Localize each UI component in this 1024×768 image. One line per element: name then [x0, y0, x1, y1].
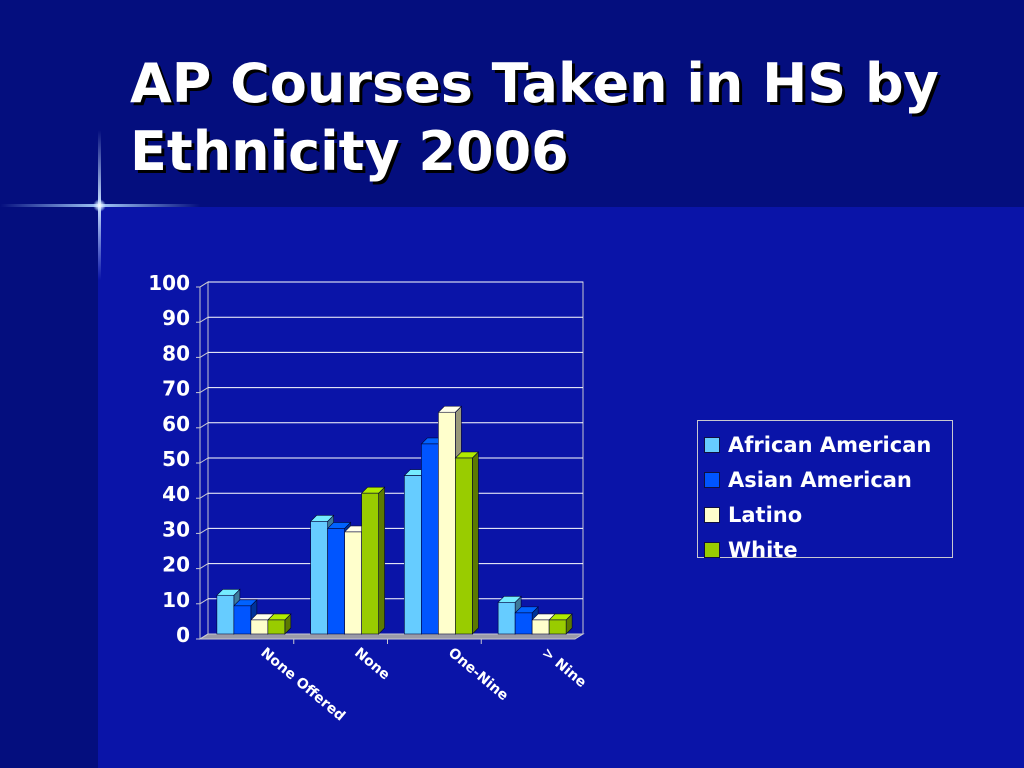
- side-wall-gridline: [199, 492, 209, 499]
- bar-side: [472, 451, 479, 635]
- y-tick-label: 40: [162, 482, 190, 506]
- legend-swatch: [704, 541, 720, 558]
- bar: [548, 619, 567, 635]
- chart-legend: African American Asian American Latino W…: [697, 420, 953, 562]
- legend-swatch: [704, 471, 720, 488]
- legend-item-african-american: African American: [704, 427, 952, 462]
- y-tick-label: 100: [148, 271, 190, 295]
- side-wall-gridline: [199, 351, 209, 358]
- side-wall-gridline: [199, 598, 209, 605]
- legend-item-asian-american: Asian American: [704, 462, 952, 497]
- y-tick-label: 10: [162, 588, 190, 612]
- title-band: [0, 0, 1024, 207]
- bar: [267, 619, 286, 635]
- side-wall-gridline: [199, 633, 209, 640]
- legend-swatch: [704, 506, 720, 523]
- sparkle-decoration: [93, 199, 106, 212]
- legend-label: Latino: [728, 502, 803, 527]
- y-tick-label: 0: [176, 623, 190, 647]
- y-tick-label: 70: [162, 377, 190, 401]
- legend-swatch: [704, 436, 720, 453]
- x-tick-label: None: [351, 645, 393, 683]
- y-tick-label: 90: [162, 306, 190, 330]
- bar: [250, 619, 269, 635]
- y-tick-label: 20: [162, 553, 190, 577]
- side-wall-gridline: [199, 457, 209, 464]
- y-tick-label: 60: [162, 412, 190, 436]
- bar: [344, 531, 362, 635]
- side-wall-gridline: [199, 387, 209, 394]
- legend-label: White: [728, 537, 798, 562]
- bar: [216, 594, 235, 635]
- bar: [327, 528, 345, 635]
- legend-item-white: White: [704, 532, 952, 567]
- bar: [421, 443, 439, 635]
- y-tick-label: 50: [162, 447, 190, 471]
- left-band: [0, 0, 98, 768]
- y-tick-label: 80: [162, 341, 190, 365]
- legend-item-latino: Latino: [704, 497, 952, 532]
- bar: [497, 602, 516, 635]
- bar: [455, 457, 473, 635]
- legend-label: African American: [728, 432, 932, 457]
- bar: [514, 612, 533, 635]
- x-tick-label: None Offered: [257, 645, 348, 725]
- bar: [361, 492, 379, 635]
- bar: [310, 521, 328, 635]
- x-tick-label: One-Nine: [445, 645, 511, 704]
- x-tick-label: > Nine: [539, 645, 590, 691]
- y-tick-label: 30: [162, 517, 190, 541]
- side-wall-gridline: [199, 316, 209, 323]
- bar-side: [378, 486, 385, 635]
- side-wall-gridline: [199, 563, 209, 570]
- bar: [404, 475, 422, 635]
- chart-floor: [198, 633, 585, 640]
- bar: [531, 619, 550, 635]
- bar: [233, 605, 252, 635]
- bar: [438, 411, 456, 635]
- slide-title: AP Courses Taken in HS by Ethnicity 2006: [130, 52, 939, 183]
- side-wall-gridline: [199, 422, 209, 429]
- legend-label: Asian American: [728, 467, 912, 492]
- side-wall-gridline: [199, 527, 209, 534]
- side-wall-gridline: [199, 281, 209, 288]
